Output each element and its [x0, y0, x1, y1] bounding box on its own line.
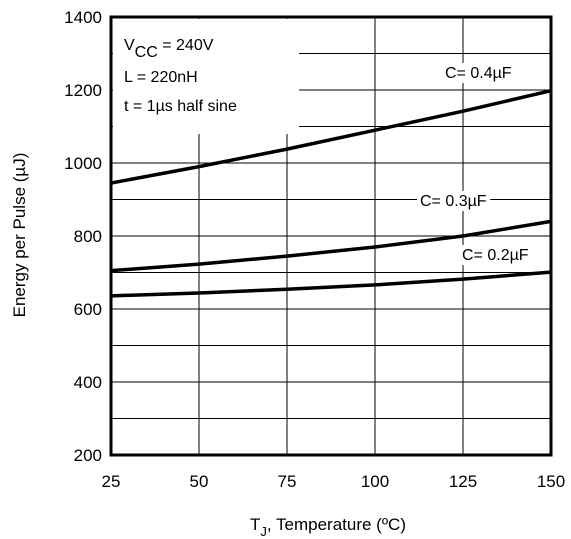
x-axis-title: TJ, Temperature (ºC) — [250, 515, 406, 539]
vcc-annotation: VCC = 240V — [124, 37, 214, 61]
curve-label-bg — [442, 63, 516, 83]
curve-label-3: C= 0.2µF — [462, 247, 529, 264]
y-tick-label: 1400 — [64, 8, 102, 27]
x-tick-label: 25 — [102, 472, 121, 491]
y-tick-label: 400 — [74, 373, 102, 392]
inductance-annotation: L = 220nH — [124, 69, 198, 86]
y-tick-label: 200 — [74, 446, 102, 465]
series-line-1 — [110, 89, 552, 185]
annotation-text: VCC = 240V L = 220nH t = 1µs half sine — [124, 37, 237, 115]
curve-label-bg — [417, 191, 491, 211]
curve-label-1: C= 0.4µF — [445, 65, 512, 82]
y-tick-label: 1000 — [64, 154, 102, 173]
grid-lines — [111, 17, 551, 455]
curve-label-2: C= 0.3µF — [420, 193, 487, 210]
y-tick-label: 800 — [74, 227, 102, 246]
x-tick-label: 50 — [190, 472, 209, 491]
y-tick-label: 600 — [74, 300, 102, 319]
y-axis-title: Energy per Pulse (µJ) — [10, 153, 29, 318]
x-tick-labels: 25 50 75 100 125 150 — [102, 472, 566, 491]
x-tick-label: 150 — [537, 472, 565, 491]
series-line-3 — [110, 270, 552, 298]
x-tick-label: 75 — [278, 472, 297, 491]
pulse-annotation: t = 1µs half sine — [124, 98, 237, 115]
series-line-2 — [110, 219, 552, 273]
annotation-box — [113, 19, 299, 134]
series-layer — [110, 89, 552, 298]
y-tick-label: 1200 — [64, 81, 102, 100]
curve-label-bg — [459, 245, 533, 265]
curve-labels: C= 0.4µF C= 0.3µF C= 0.2µF — [417, 63, 533, 265]
y-tick-labels: 200 400 600 800 1000 1200 1400 — [64, 8, 102, 465]
x-tick-label: 125 — [449, 472, 477, 491]
plot-frame — [109, 15, 553, 457]
x-tick-label: 100 — [361, 472, 389, 491]
